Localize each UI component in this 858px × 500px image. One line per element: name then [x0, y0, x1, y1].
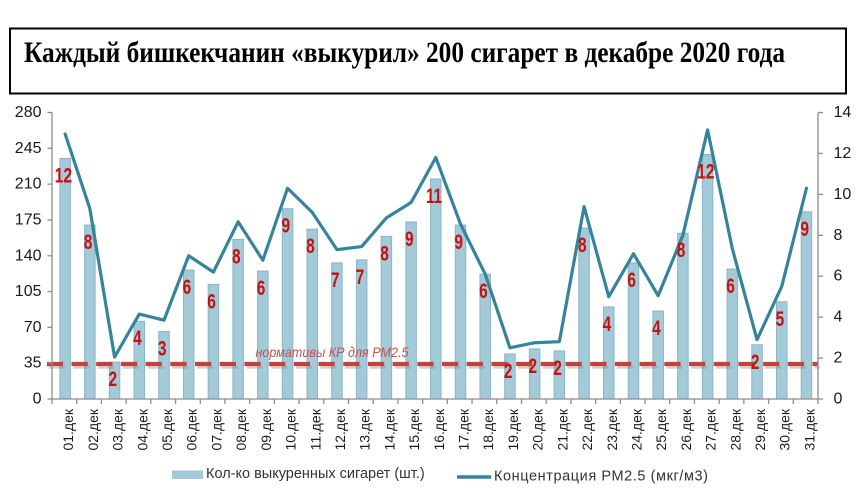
svg-text:6: 6: [479, 280, 488, 303]
svg-text:25.дек: 25.дек: [653, 408, 669, 450]
svg-text:03.дек: 03.дек: [110, 408, 126, 450]
svg-text:6: 6: [627, 269, 636, 292]
svg-text:0: 0: [834, 391, 843, 408]
svg-text:12: 12: [55, 165, 73, 188]
svg-text:175: 175: [15, 211, 42, 228]
svg-text:8: 8: [677, 239, 686, 262]
svg-text:6: 6: [834, 268, 843, 285]
svg-text:05.дек: 05.дек: [159, 408, 175, 450]
svg-text:19.дек: 19.дек: [505, 408, 521, 450]
svg-text:28.дек: 28.дек: [727, 408, 743, 450]
svg-text:29.дек: 29.дек: [752, 408, 768, 450]
svg-text:3: 3: [158, 337, 167, 360]
svg-text:280: 280: [15, 104, 42, 121]
svg-text:140: 140: [15, 247, 42, 264]
svg-text:02.дек: 02.дек: [85, 408, 101, 450]
svg-text:7: 7: [331, 269, 340, 292]
svg-text:14: 14: [834, 104, 852, 121]
svg-text:11.дек: 11.дек: [307, 408, 323, 450]
svg-text:12: 12: [834, 145, 852, 162]
svg-text:01.дек: 01.дек: [60, 408, 76, 450]
svg-text:нормативы КР для РМ2.5: нормативы КР для РМ2.5: [256, 344, 409, 360]
svg-text:26.дек: 26.дек: [678, 408, 694, 450]
svg-text:6: 6: [726, 275, 735, 298]
svg-text:Кол-ко выкуренных сигарет (шт.: Кол-ко выкуренных сигарет (шт.): [206, 466, 425, 482]
svg-text:70: 70: [24, 319, 42, 336]
svg-text:0: 0: [33, 391, 42, 408]
svg-text:6: 6: [183, 276, 192, 299]
svg-text:2: 2: [529, 355, 538, 378]
svg-text:2: 2: [108, 368, 117, 391]
svg-text:245: 245: [15, 140, 42, 157]
svg-text:08.дек: 08.дек: [233, 408, 249, 450]
svg-text:2: 2: [751, 351, 760, 374]
svg-text:12.дек: 12.дек: [332, 408, 348, 450]
svg-text:4: 4: [652, 317, 661, 340]
svg-text:4: 4: [133, 327, 142, 350]
svg-text:6: 6: [257, 277, 266, 300]
svg-text:8: 8: [232, 245, 241, 268]
svg-text:06.дек: 06.дек: [184, 408, 200, 450]
svg-text:13.дек: 13.дек: [357, 408, 373, 450]
svg-text:8: 8: [834, 227, 843, 244]
svg-text:17.дек: 17.дек: [456, 408, 472, 450]
svg-text:15.дек: 15.дек: [406, 408, 422, 450]
svg-text:Каждый бишкекчанин «выкурил» 2: Каждый бишкекчанин «выкурил» 200 сигарет…: [24, 36, 785, 69]
svg-text:4: 4: [834, 309, 843, 326]
svg-text:8: 8: [578, 234, 587, 257]
svg-text:07.дек: 07.дек: [208, 408, 224, 450]
svg-text:04.дек: 04.дек: [134, 408, 150, 450]
svg-text:35: 35: [24, 355, 42, 372]
svg-text:22.дек: 22.дек: [579, 408, 595, 450]
svg-text:27.дек: 27.дек: [703, 408, 719, 450]
svg-text:2: 2: [504, 360, 513, 383]
svg-text:9: 9: [405, 228, 414, 251]
svg-text:9: 9: [800, 218, 809, 241]
svg-text:6: 6: [207, 290, 216, 313]
svg-text:16.дек: 16.дек: [431, 408, 447, 450]
svg-text:30.дек: 30.дек: [777, 408, 793, 450]
svg-text:23.дек: 23.дек: [604, 408, 620, 450]
svg-text:10.дек: 10.дек: [283, 408, 299, 450]
svg-text:2: 2: [553, 357, 562, 380]
svg-text:31.дек: 31.дек: [801, 408, 817, 450]
svg-text:24.дек: 24.дек: [628, 408, 644, 450]
svg-text:8: 8: [84, 231, 93, 254]
svg-text:20.дек: 20.дек: [530, 408, 546, 450]
svg-text:09.дек: 09.дек: [258, 408, 274, 450]
svg-text:210: 210: [15, 176, 42, 193]
svg-text:8: 8: [306, 235, 315, 258]
svg-text:Концентрация РМ2.5 (мкг/м3): Концентрация РМ2.5 (мкг/м3): [494, 469, 708, 485]
svg-text:21.дек: 21.дек: [554, 408, 570, 450]
svg-text:4: 4: [603, 313, 612, 336]
svg-text:105: 105: [15, 283, 42, 300]
svg-text:8: 8: [380, 242, 389, 265]
svg-text:14.дек: 14.дек: [381, 408, 397, 450]
svg-text:5: 5: [776, 308, 785, 331]
svg-text:18.дек: 18.дек: [480, 408, 496, 450]
svg-text:10: 10: [834, 186, 852, 203]
svg-text:9: 9: [281, 215, 290, 238]
svg-text:12: 12: [697, 160, 715, 183]
svg-text:9: 9: [454, 231, 463, 254]
svg-text:11: 11: [426, 185, 442, 208]
svg-text:7: 7: [356, 266, 365, 289]
svg-text:2: 2: [834, 350, 843, 367]
